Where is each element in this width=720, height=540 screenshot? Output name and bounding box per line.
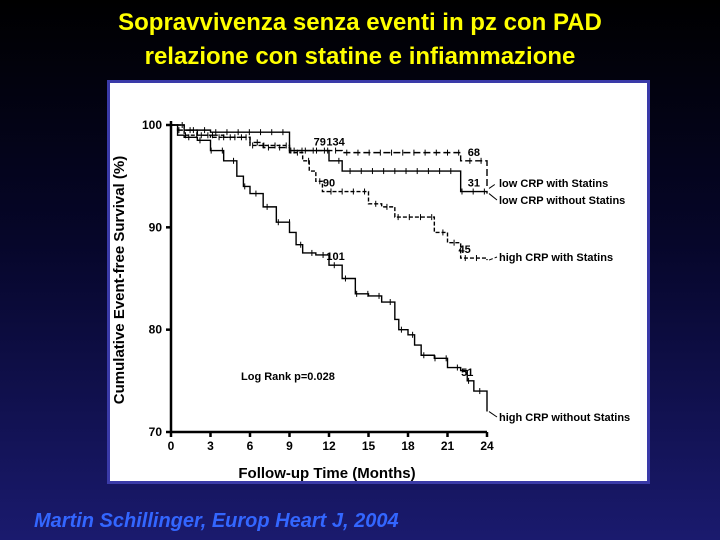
chart-panel: 0 3 6 9 12 15 18 21 24 70 80 90 100 134 68 low CRP with… [107, 80, 650, 484]
x-tick-label: 18 [401, 439, 415, 453]
x-tick-label: 0 [168, 439, 175, 453]
x-tick-label: 15 [362, 439, 376, 453]
labels-layer: 0 3 6 9 12 15 18 21 24 70 80 90 100 134 68 low CRP with… [142, 118, 630, 453]
series-label-2: low CRP without Statins [499, 195, 625, 207]
legend-leader [488, 193, 498, 201]
x-tick-label: 21 [441, 439, 455, 453]
at-risk-number: 51 [461, 367, 473, 379]
log-rank-annotation: Log Rank p=0.028 [241, 371, 335, 383]
legend-leader [488, 256, 498, 261]
series-line-2 [171, 124, 488, 194]
at-risk-number: 68 [468, 147, 480, 159]
series-line-3 [171, 124, 488, 261]
y-axis-label: Cumulative Event-free Survival (%) [111, 156, 128, 404]
x-tick-label: 9 [286, 439, 293, 453]
x-tick-label: 12 [322, 439, 336, 453]
legend-leader [488, 411, 498, 418]
series-layer [171, 122, 498, 418]
series-line-1 [171, 124, 488, 189]
at-risk-number: 79 [314, 137, 326, 149]
series-line-4 [171, 124, 488, 412]
series-label-4: high CRP without Statins [499, 412, 630, 424]
y-tick-label: 100 [142, 118, 162, 132]
y-tick-label: 90 [149, 220, 163, 234]
y-tick-label: 80 [149, 323, 163, 337]
legend-leader [488, 182, 498, 189]
title-line-2: relazione con statine e infiammazione [144, 43, 576, 70]
at-risk-number: 90 [323, 178, 335, 190]
at-risk-number: 45 [458, 244, 470, 256]
citation: Martin Schillinger, Europ Heart J, 2004 [34, 510, 399, 532]
series-label-1: low CRP with Statins [499, 178, 608, 190]
at-risk-number: 134 [326, 137, 345, 149]
axes [166, 121, 489, 437]
series-label-3: high CRP with Statins [499, 252, 613, 264]
x-tick-label: 24 [480, 439, 494, 453]
km-survival-chart: 0 3 6 9 12 15 18 21 24 70 80 90 100 134 68 low CRP with… [111, 118, 630, 482]
title-line-1: Sopravvivenza senza eventi in pz con PAD [118, 9, 602, 36]
at-risk-number: 101 [326, 251, 344, 263]
x-axis-label: Follow-up Time (Months) [238, 465, 415, 482]
slide-title: Sopravvivenza senza eventi in pz con PAD… [0, 6, 720, 74]
x-tick-label: 3 [207, 439, 214, 453]
y-tick-label: 70 [149, 425, 163, 439]
x-tick-label: 6 [247, 439, 254, 453]
at-risk-number: 31 [468, 178, 480, 190]
